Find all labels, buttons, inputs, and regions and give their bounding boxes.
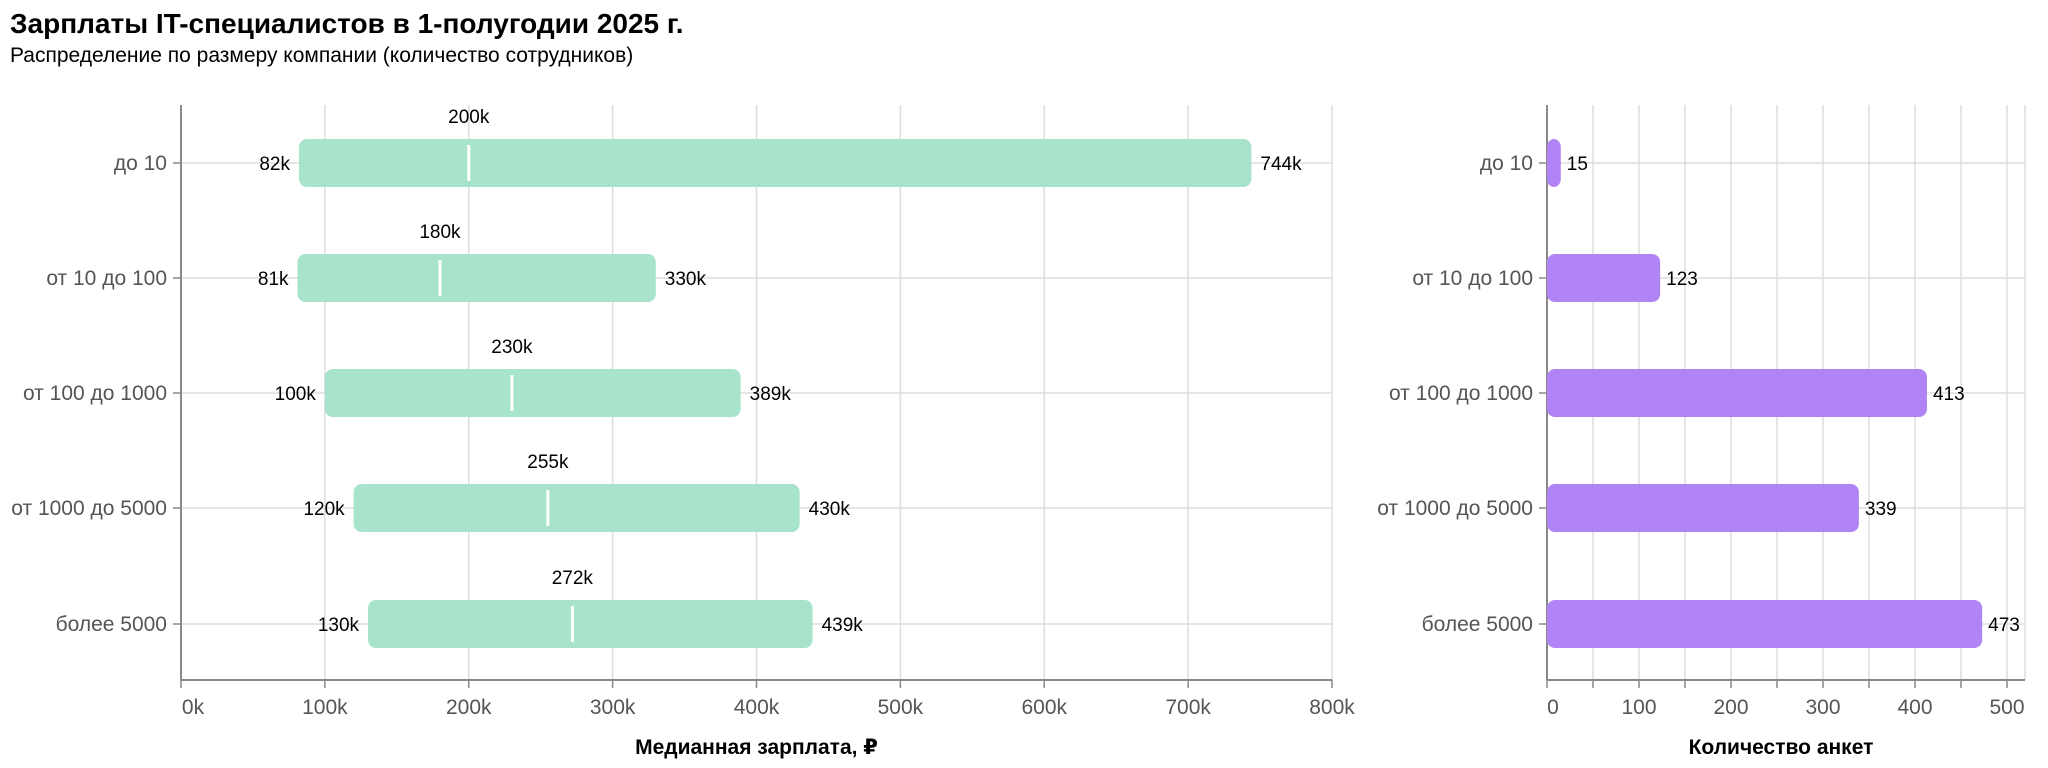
count-bar [1547,369,1927,417]
category-label: от 100 до 1000 [23,382,167,405]
min-label: 81k [258,269,289,290]
x-tick-label: 500k [878,696,924,719]
category-label: от 10 до 100 [46,267,167,290]
category-label: от 1000 до 5000 [1377,497,1533,520]
chart-title: Зарплаты IT-специалистов в 1-полугодии 2… [10,8,684,39]
category-label: до 10 [1480,152,1533,175]
x-tick-label: 700k [1165,696,1211,719]
x-tick-label: 800k [1309,696,1355,719]
max-label: 744k [1260,154,1302,175]
range-bar [368,600,813,648]
category-label: от 10 до 100 [1412,267,1533,290]
max-label: 439k [822,615,864,636]
category-label: от 100 до 1000 [1389,382,1533,405]
x-axis-title: Медианная зарплата, ₽ [635,736,878,759]
count-label: 15 [1567,154,1588,175]
count-label: 473 [1988,615,2020,636]
x-axis-title: Количество анкет [1689,736,1874,759]
x-tick-label: 300 [1805,696,1840,719]
max-label: 330k [665,269,707,290]
category-label: более 5000 [56,613,167,636]
min-label: 120k [303,499,345,520]
median-label: 230k [491,337,533,358]
count-bar [1547,484,1859,532]
x-tick-label: 400k [734,696,780,719]
x-tick-label: 300k [590,696,636,719]
max-label: 430k [809,499,851,520]
median-label: 200k [448,107,490,128]
category-label: более 5000 [1422,613,1533,636]
count-bar [1547,139,1561,187]
x-tick-label: 400 [1897,696,1932,719]
category-label: от 1000 до 5000 [11,497,167,520]
median-label: 180k [419,222,461,243]
x-tick-label: 500 [1989,696,2024,719]
x-tick-label: 0 [1547,696,1559,719]
count-bar [1547,600,1983,648]
median-label: 272k [552,568,594,589]
x-tick-label: 200k [446,696,492,719]
range-bar [298,139,1252,187]
x-tick-label: 100k [302,696,348,719]
x-tick-label: 0k [182,696,205,719]
range-bar [324,369,741,417]
median-label: 255k [527,452,569,473]
count-label: 123 [1666,269,1698,290]
chart-subtitle: Распределение по размеру компании (колич… [10,44,634,67]
count-label: 413 [1933,384,1965,405]
min-label: 82k [259,154,290,175]
x-tick-label: 600k [1021,696,1067,719]
x-tick-label: 100 [1621,696,1656,719]
count-label: 339 [1865,499,1897,520]
min-label: 130k [318,615,360,636]
max-label: 389k [750,384,792,405]
count-bar [1547,254,1661,302]
x-tick-label: 200 [1713,696,1748,719]
range-bar [297,254,656,302]
category-label: до 10 [114,152,167,175]
range-bar [353,484,800,532]
min-label: 100k [275,384,317,405]
